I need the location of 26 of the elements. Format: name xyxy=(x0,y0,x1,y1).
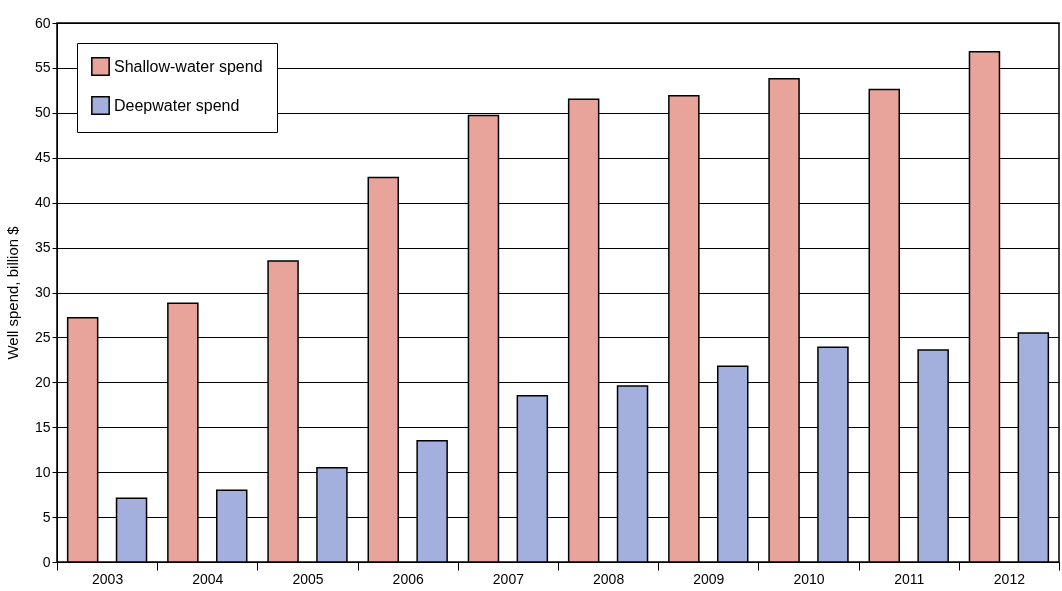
y-tick-label: 10 xyxy=(34,463,51,480)
x-tick-label: 2010 xyxy=(793,570,825,587)
y-tick-label: 25 xyxy=(34,328,51,345)
y-tick-label: 35 xyxy=(34,239,51,256)
x-tick-label: 2003 xyxy=(92,570,124,587)
x-tick-label: 2008 xyxy=(593,570,625,587)
x-tick-label: 2011 xyxy=(894,570,925,587)
y-tick-label: 50 xyxy=(34,104,51,121)
y-tick-label: 15 xyxy=(34,418,51,435)
y-axis-title: Well spend, billion $ xyxy=(3,225,21,360)
y-tick-label: 30 xyxy=(34,284,51,300)
x-tick-label: 2007 xyxy=(492,570,525,587)
x-tick-label: 2005 xyxy=(292,570,324,587)
y-tick-label: 20 xyxy=(34,373,51,390)
y-tick-label: 55 xyxy=(34,59,51,76)
y-tick-label: 5 xyxy=(42,508,51,525)
y-tick-label: 0 xyxy=(42,553,51,570)
y-tick-label: 60 xyxy=(34,14,51,31)
x-tick-label: 2006 xyxy=(392,570,424,587)
legend-label: Deepwater spend xyxy=(114,96,240,114)
y-tick-label: 45 xyxy=(34,149,51,166)
x-tick-label: 2012 xyxy=(993,570,1026,587)
x-tick-label: 2004 xyxy=(192,570,224,587)
y-tick-label: 40 xyxy=(34,194,51,211)
legend-label: Shallow-water spend xyxy=(114,57,263,75)
x-tick-label: 2009 xyxy=(693,570,725,587)
